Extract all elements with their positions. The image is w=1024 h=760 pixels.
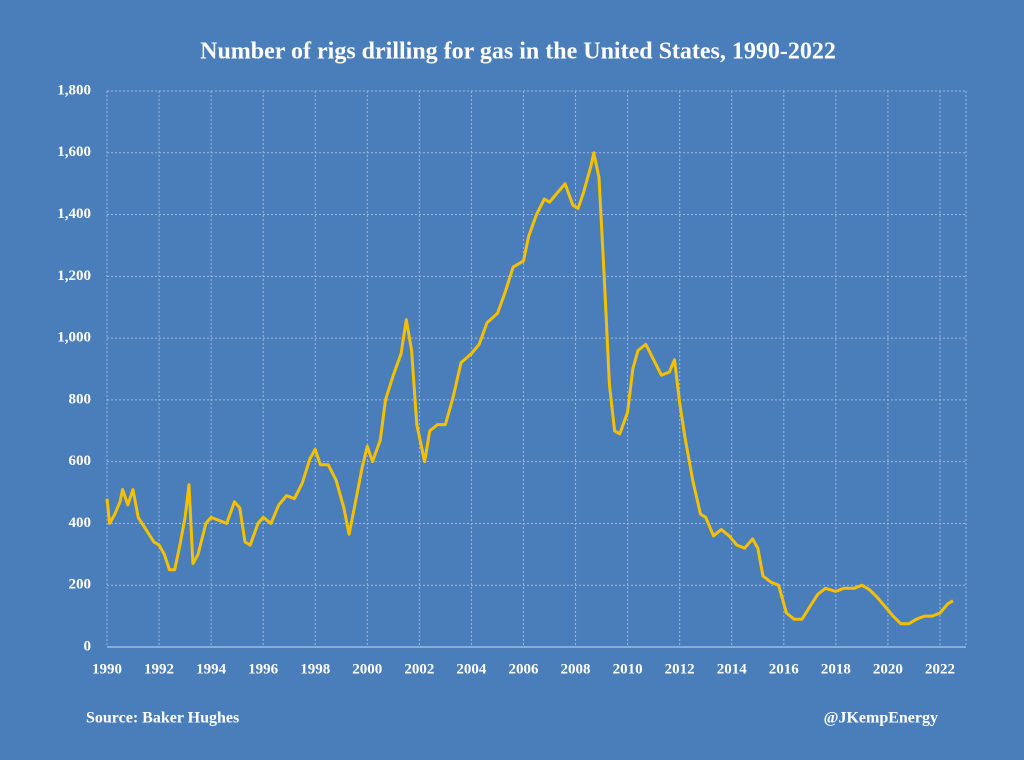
- x-tick-label: 2000: [352, 661, 382, 677]
- x-tick-label: 2008: [561, 661, 591, 677]
- y-tick-label: 1,600: [57, 144, 91, 160]
- y-tick-label: 1,200: [57, 268, 91, 284]
- x-tick-label: 2010: [613, 661, 643, 677]
- x-tick-label: 2006: [508, 661, 539, 677]
- x-tick-label: 2018: [821, 661, 851, 677]
- x-tick-label: 2020: [873, 661, 903, 677]
- y-tick-label: 1,400: [57, 206, 91, 222]
- x-tick-label: 1994: [196, 661, 227, 677]
- source: Source: Baker Hughes: [86, 710, 239, 727]
- x-tick-label: 2004: [456, 661, 487, 677]
- x-tick-label: 1996: [248, 661, 279, 677]
- x-tick-label: 2012: [665, 661, 695, 677]
- x-tick-label: 2002: [404, 661, 434, 677]
- y-tick-label: 200: [69, 577, 92, 593]
- x-tick-label: 2022: [925, 661, 955, 677]
- y-tick-label: 400: [69, 515, 92, 531]
- credit: @JKempEnergy: [824, 710, 938, 727]
- x-tick-label: 2016: [769, 661, 800, 677]
- y-tick-label: 600: [69, 453, 92, 469]
- y-tick-label: 1,800: [57, 82, 91, 98]
- x-tick-label: 2014: [717, 661, 748, 677]
- x-tick-label: 1990: [92, 661, 122, 677]
- chart-title: Number of rigs drilling for gas in the U…: [200, 39, 836, 65]
- x-tick-label: 1992: [144, 661, 174, 677]
- x-tick-label: 1998: [300, 661, 330, 677]
- y-tick-label: 1,000: [57, 330, 91, 346]
- y-tick-label: 800: [69, 391, 92, 407]
- y-tick-label: 0: [84, 638, 92, 654]
- data-line: [105, 151, 954, 626]
